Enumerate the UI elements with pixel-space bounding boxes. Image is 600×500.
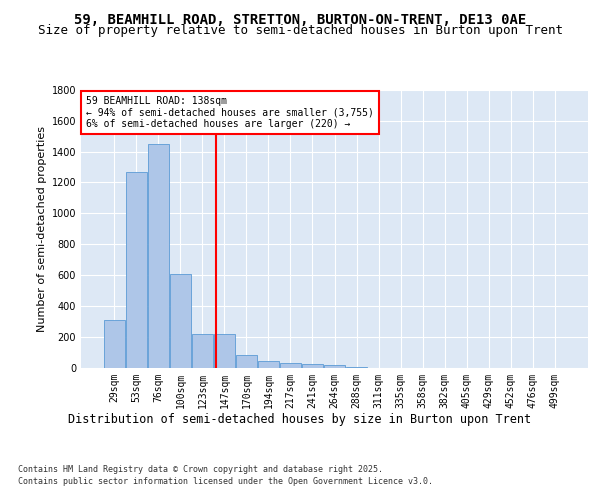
- Text: 59 BEAMHILL ROAD: 138sqm
← 94% of semi-detached houses are smaller (3,755)
6% of: 59 BEAMHILL ROAD: 138sqm ← 94% of semi-d…: [86, 96, 374, 128]
- Bar: [302, 364, 323, 368]
- Bar: [104, 320, 125, 368]
- Bar: [258, 362, 279, 368]
- Y-axis label: Number of semi-detached properties: Number of semi-detached properties: [37, 126, 47, 332]
- Text: 59, BEAMHILL ROAD, STRETTON, BURTON-ON-TRENT, DE13 0AE: 59, BEAMHILL ROAD, STRETTON, BURTON-ON-T…: [74, 12, 526, 26]
- Text: Distribution of semi-detached houses by size in Burton upon Trent: Distribution of semi-detached houses by …: [68, 412, 532, 426]
- Bar: [126, 172, 147, 368]
- Bar: [280, 363, 301, 368]
- Text: Size of property relative to semi-detached houses in Burton upon Trent: Size of property relative to semi-detach…: [37, 24, 563, 37]
- Bar: [324, 365, 345, 368]
- Bar: [346, 366, 367, 368]
- Text: Contains public sector information licensed under the Open Government Licence v3: Contains public sector information licen…: [18, 478, 433, 486]
- Bar: [192, 334, 213, 368]
- Bar: [148, 144, 169, 368]
- Bar: [170, 274, 191, 368]
- Bar: [214, 334, 235, 368]
- Bar: [236, 355, 257, 368]
- Text: Contains HM Land Registry data © Crown copyright and database right 2025.: Contains HM Land Registry data © Crown c…: [18, 465, 383, 474]
